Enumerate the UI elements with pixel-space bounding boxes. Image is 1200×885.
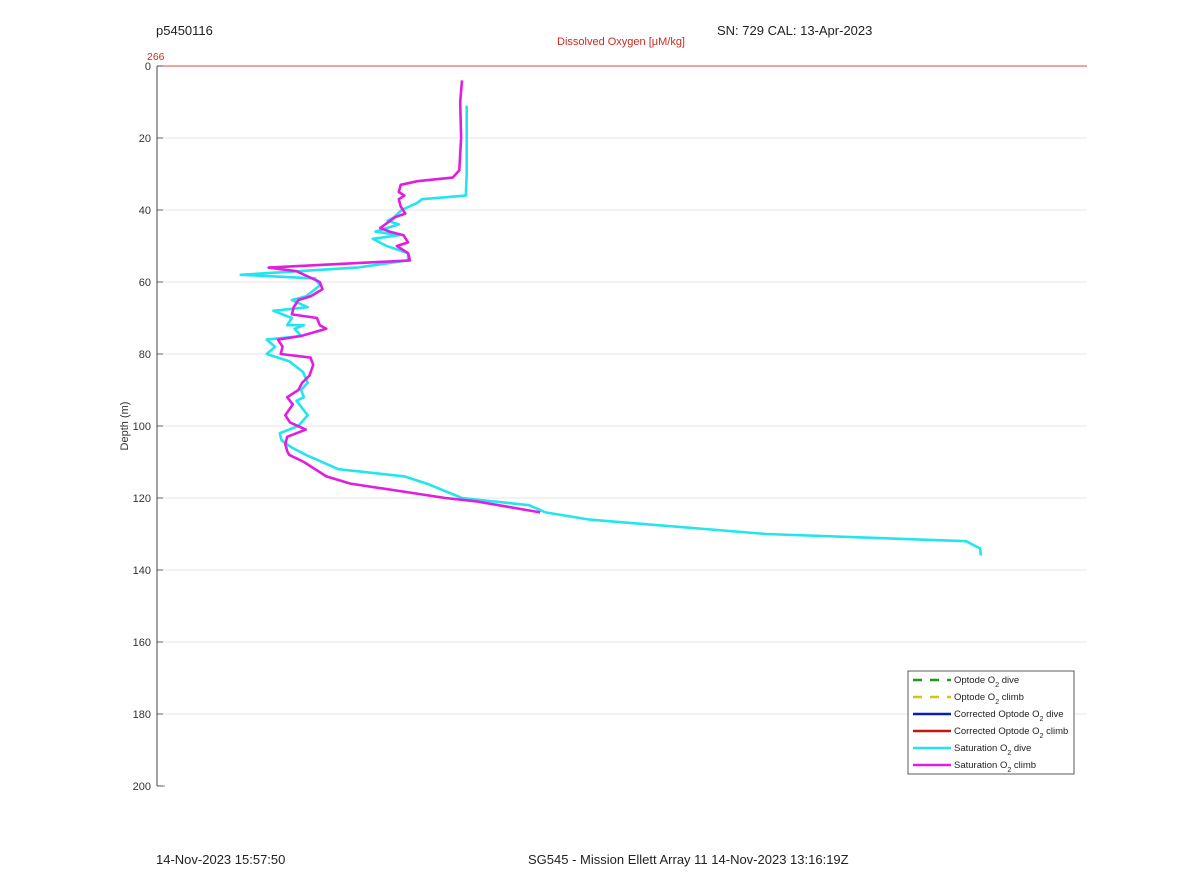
y-tick-label-80: 80 <box>139 349 151 361</box>
legend-label-5: Saturation O2 climb <box>954 760 1036 774</box>
legend-label-3: Corrected Optode O2 climb <box>954 726 1068 740</box>
mission-info: SG545 - Mission Ellett Array 11 14-Nov-2… <box>528 852 849 867</box>
y-tick-label-40: 40 <box>139 205 151 217</box>
legend-label-0: Optode O2 dive <box>954 675 1019 689</box>
top-axis-label: Dissolved Oxygen [μM/kg] <box>557 36 685 48</box>
y-axis-label: Depth (m) <box>119 402 131 451</box>
y-tick-label-100: 100 <box>133 421 151 433</box>
y-tick-label-20: 20 <box>139 133 151 145</box>
series-line-saturation-o2-dive <box>239 105 983 556</box>
sensor-calibration-info: SN: 729 CAL: 13-Apr-2023 <box>717 23 873 38</box>
series-line-saturation-o2-climb <box>267 80 541 514</box>
data-series <box>239 80 983 556</box>
y-tick-label-160: 160 <box>133 637 151 649</box>
y-tick-label-140: 140 <box>133 565 151 577</box>
grid-lines <box>157 137 1087 787</box>
profile-id: p5450116 <box>156 23 213 38</box>
y-tick-label-120: 120 <box>133 493 151 505</box>
legend-label-2: Corrected Optode O2 dive <box>954 709 1064 723</box>
y-axis-ticks: 0 20 40 60 80 100 120 140 160 180 200 <box>133 61 163 793</box>
y-tick-label-180: 180 <box>133 709 151 721</box>
legend-box <box>907 670 1075 775</box>
y-tick-label-0: 0 <box>145 61 151 73</box>
legend-label-1: Optode O2 climb <box>954 692 1024 706</box>
generated-timestamp: 14-Nov-2023 15:57:50 <box>156 852 286 867</box>
top-axis-tick-label: 266 <box>147 51 165 63</box>
y-tick-label-60: 60 <box>139 277 151 289</box>
y-tick-label-200: 200 <box>133 781 151 793</box>
legend: Optode O2 dive Optode O2 climb Corrected O… <box>907 670 1075 775</box>
legend-label-4: Saturation O2 dive <box>954 743 1031 757</box>
